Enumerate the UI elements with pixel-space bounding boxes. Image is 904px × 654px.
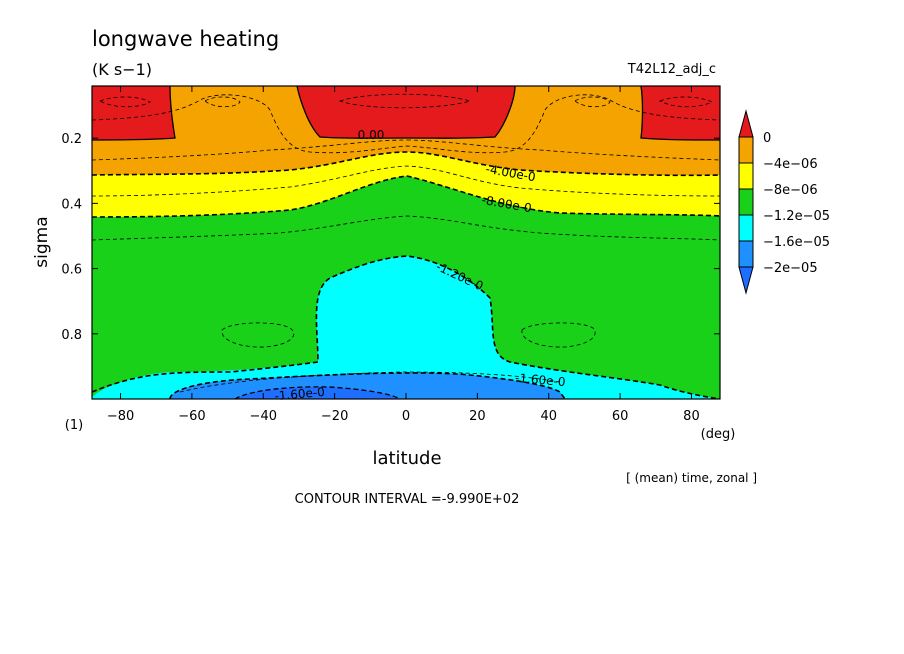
y-tick-label: 0.2 <box>61 132 82 147</box>
y-tick-label: 0.8 <box>61 328 82 343</box>
x-tick-label: 60 <box>612 409 629 424</box>
fill-deep-blue-region <box>235 386 400 399</box>
y-axis-title: sigma <box>32 216 52 267</box>
x-axis: −80 −60 −40 −20 0 20 40 60 80 <box>107 86 700 424</box>
fill-yellow-region <box>92 152 720 217</box>
colorbar-level-label: −8e−06 <box>763 183 818 198</box>
colorbar-swatch <box>738 136 754 164</box>
fill-red-region-south <box>92 86 175 140</box>
units-label: (K s−1) <box>92 60 152 79</box>
colorbar-level-label: −2e−05 <box>763 261 818 276</box>
colorbar-level-label: 0 <box>763 131 771 146</box>
x-unit-label: (deg) <box>701 427 736 442</box>
contour-fill-layer <box>92 86 720 399</box>
colorbar-level-label: −4e−06 <box>763 157 818 172</box>
x-tick-label: 40 <box>540 409 557 424</box>
fill-red-region-north <box>641 86 720 140</box>
fill-cyan-region <box>92 256 720 399</box>
contour-thin-lines <box>92 93 720 393</box>
colorbar-bottom-arrow <box>738 266 754 295</box>
run-label: T42L12_adj_c <box>627 62 716 77</box>
subtitle-mean: [ (mean) time, zonal ] <box>626 471 757 485</box>
x-tick-label: −60 <box>178 409 205 424</box>
y-tick-label: 0.4 <box>61 197 82 212</box>
contour-line-1.6e-05 <box>169 372 566 399</box>
colorbar-level-label: −1.2e−05 <box>763 209 830 224</box>
x-axis-title: latitude <box>372 448 441 469</box>
contour-interval-footer: CONTOUR INTERVAL =-9.990E+02 <box>295 492 520 507</box>
contour-line-4e-06 <box>92 151 720 177</box>
contour-label: 0.00 <box>358 128 385 142</box>
y-tick-label: 0.6 <box>61 263 82 278</box>
x-tick-label: −40 <box>250 409 277 424</box>
contour-label: -1.60e-0 <box>515 371 566 389</box>
x-tick-label: −80 <box>107 409 134 424</box>
colorbar-swatch <box>738 240 754 268</box>
colorbar: 0 −4e−06 −8e−06 −1.2e−05 −1.6e−05 −2e−05 <box>738 109 830 295</box>
colorbar-swatch <box>738 162 754 190</box>
colorbar-swatch <box>738 214 754 242</box>
colorbar-level-label: −1.6e−05 <box>763 235 830 250</box>
panel-index: (1) <box>65 418 83 433</box>
chart-title: longwave heating <box>92 27 279 51</box>
fill-red-region-center <box>297 86 515 139</box>
contour-label: -1.60e-0 <box>274 385 325 403</box>
contour-line-1.2e-05 <box>92 255 720 399</box>
y-axis: 0.2 0.4 0.6 0.8 <box>61 132 720 343</box>
x-tick-label: 20 <box>469 409 486 424</box>
colorbar-swatch <box>738 188 754 216</box>
colorbar-top-arrow <box>738 109 754 138</box>
contour-line-8e-06 <box>92 175 720 218</box>
x-tick-label: 0 <box>402 409 410 424</box>
x-tick-label: 80 <box>683 409 700 424</box>
x-tick-label: −20 <box>321 409 348 424</box>
contour-line-zero <box>92 86 720 141</box>
contour-line-layer <box>92 86 720 399</box>
contour-line-2e-05 <box>234 386 401 399</box>
